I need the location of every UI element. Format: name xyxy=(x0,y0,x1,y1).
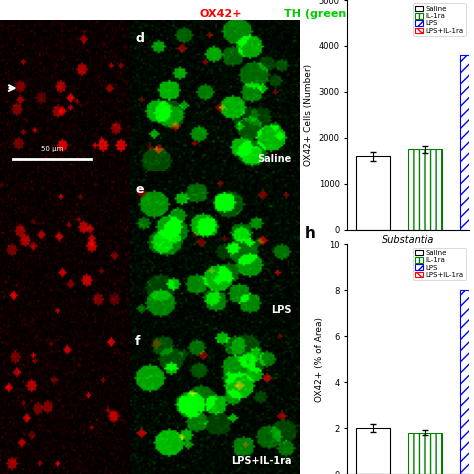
Legend: Saline, IL-1ra, LPS, LPS+IL-1ra: Saline, IL-1ra, LPS, LPS+IL-1ra xyxy=(413,247,466,280)
Y-axis label: OX42+ (% of Area): OX42+ (% of Area) xyxy=(315,317,324,401)
Text: d: d xyxy=(135,32,144,45)
Text: OX42+: OX42+ xyxy=(199,9,242,19)
Text: TH (green): TH (green) xyxy=(284,9,352,19)
Text: f: f xyxy=(135,335,141,348)
Bar xyxy=(356,156,390,230)
X-axis label: Substantia: Substantia xyxy=(382,236,435,246)
Bar xyxy=(356,428,390,474)
Legend: Saline, IL-1ra, LPS, LPS+IL-1ra: Saline, IL-1ra, LPS, LPS+IL-1ra xyxy=(413,3,466,36)
Bar xyxy=(408,433,442,474)
Bar xyxy=(460,290,474,474)
Text: LPS: LPS xyxy=(271,305,292,315)
Text: h: h xyxy=(305,226,316,241)
Text: LPS+IL-1ra: LPS+IL-1ra xyxy=(231,456,292,466)
Bar xyxy=(408,149,442,230)
Text: Saline: Saline xyxy=(257,154,292,164)
Bar xyxy=(460,55,474,230)
Text: red): red) xyxy=(71,9,91,19)
Y-axis label: OX42+ Cells (Number): OX42+ Cells (Number) xyxy=(304,64,313,166)
Text: 50 μm: 50 μm xyxy=(41,146,63,152)
Text: e: e xyxy=(135,183,144,196)
